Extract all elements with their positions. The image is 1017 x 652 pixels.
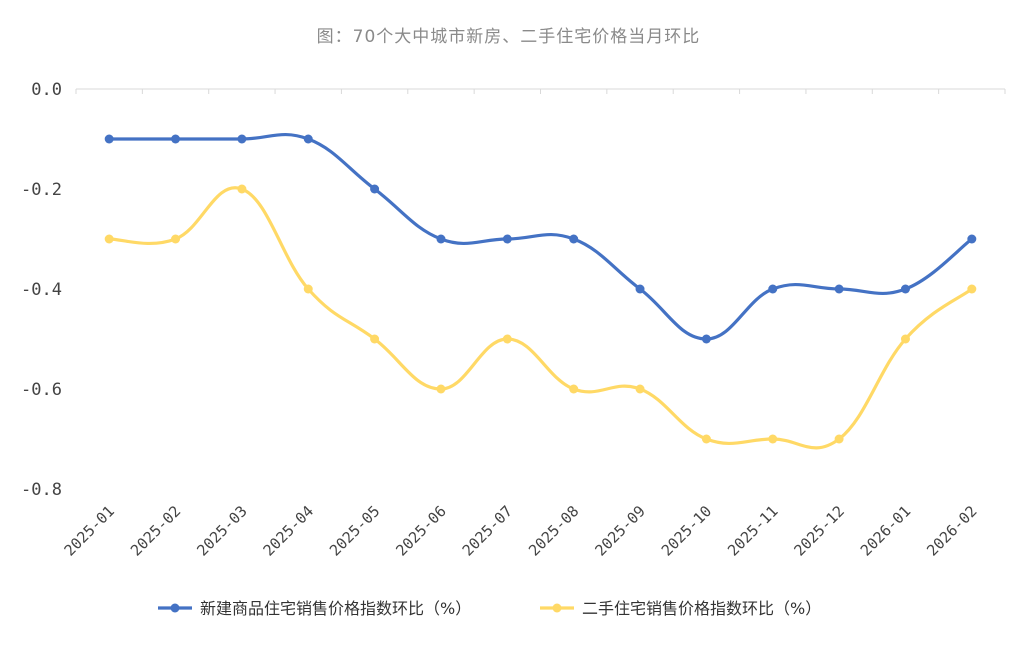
- x-tick-label: 2026-01: [857, 502, 914, 559]
- series-2-point: [701, 434, 711, 444]
- series-1-point: [768, 284, 778, 294]
- x-tick-label: 2025-06: [392, 502, 449, 559]
- series-2-point: [834, 434, 844, 444]
- series-1-point: [900, 284, 910, 294]
- series-2: [104, 184, 977, 450]
- chart-title: 图：70个大中城市新房、二手住宅价格当月环比: [316, 27, 701, 47]
- legend: 新建商品住宅销售价格指数环比（%） 二手住宅销售价格指数环比（%）: [158, 599, 821, 618]
- series-1-point: [370, 184, 380, 194]
- series-2-point: [502, 334, 512, 344]
- series-1-point: [104, 134, 114, 144]
- axis-layer: [75, 88, 1006, 94]
- series-1-point: [436, 234, 446, 244]
- series-1-point: [303, 134, 313, 144]
- legend-item-2: 二手住宅销售价格指数环比（%）: [540, 599, 821, 618]
- y-tick-label: -0.6: [21, 380, 62, 400]
- x-tick-label: 2025-07: [459, 502, 516, 559]
- y-tick-label: -0.4: [21, 280, 62, 300]
- series-1-point: [635, 284, 645, 294]
- series-2-point: [900, 334, 910, 344]
- series-1-line: [107, 132, 974, 341]
- series-2-point: [635, 384, 645, 394]
- x-tick-label: 2025-09: [591, 502, 648, 559]
- series-2-point: [171, 234, 181, 244]
- y-tick-label: -0.2: [21, 180, 62, 200]
- series-1-point: [569, 234, 579, 244]
- series-1-point: [237, 134, 247, 144]
- x-tick-label: 2025-05: [326, 502, 383, 559]
- x-tick-label: 2025-04: [260, 502, 317, 559]
- series-2-line: [107, 186, 974, 450]
- series-1-point: [834, 284, 844, 294]
- series-2-point: [436, 384, 446, 394]
- series-2-point: [237, 184, 247, 194]
- x-tick-label: 2025-12: [791, 502, 848, 559]
- series-2-point: [768, 434, 778, 444]
- x-tick-labels: 2025-01 2025-02 2025-03 2025-04 2025-05 2025-…: [61, 502, 981, 559]
- legend-label: 二手住宅销售价格指数环比（%）: [582, 599, 821, 618]
- legend-label: 新建商品住宅销售价格指数环比（%）: [200, 599, 471, 618]
- series-1-point: [967, 234, 977, 244]
- y-tick-label: -0.8: [21, 480, 62, 500]
- y-tick-labels: 0.0 -0.2 -0.4 -0.6 -0.8: [21, 80, 62, 500]
- series-2-point: [370, 334, 380, 344]
- series-1-point: [701, 334, 711, 344]
- x-tick-label: 2025-08: [525, 502, 582, 559]
- series-2-point: [569, 384, 579, 394]
- series-layer: [104, 132, 977, 450]
- series-1: [104, 132, 977, 344]
- legend-swatch-marker: [552, 603, 562, 613]
- series-2-point: [967, 284, 977, 294]
- x-tick-label: 2026-02: [923, 502, 980, 559]
- series-2-point: [104, 234, 114, 244]
- x-tick-label: 2025-11: [724, 502, 781, 559]
- series-1-point: [171, 134, 181, 144]
- legend-swatch-marker: [170, 603, 180, 613]
- x-tick-label: 2025-03: [193, 502, 250, 559]
- y-tick-label: 0.0: [31, 80, 62, 100]
- legend-item-1: 新建商品住宅销售价格指数环比（%）: [158, 599, 471, 618]
- x-tick-label: 2025-02: [127, 502, 184, 559]
- x-tick-label: 2025-10: [658, 502, 715, 559]
- series-2-point: [303, 284, 313, 294]
- series-1-point: [502, 234, 512, 244]
- x-tick-label: 2025-01: [61, 502, 118, 559]
